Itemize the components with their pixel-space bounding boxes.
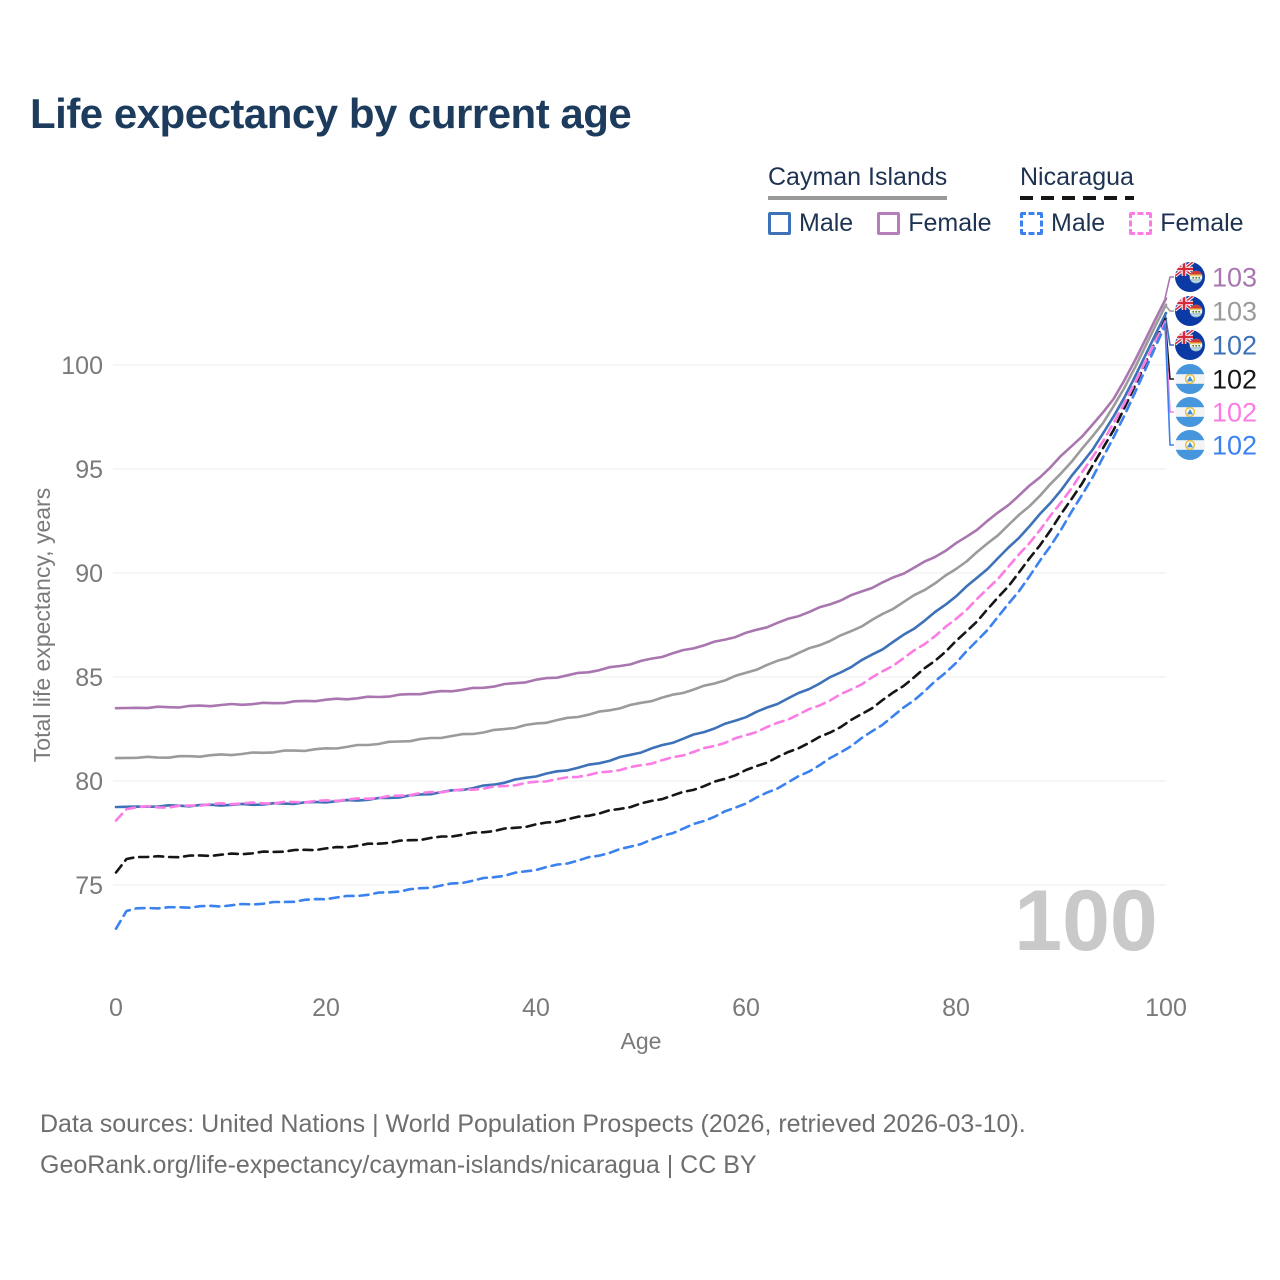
end-value-label-cayman-islands-female: 103 bbox=[1212, 263, 1257, 293]
legend-item-cayman-female[interactable]: Female bbox=[877, 209, 992, 238]
x-axis-title: Age bbox=[621, 1028, 662, 1054]
label-connector-nicaragua-male bbox=[1164, 323, 1174, 446]
data-sources-line: Data sources: United Nations | World Pop… bbox=[40, 1110, 1026, 1138]
legend-item-nicaragua-female[interactable]: Female bbox=[1129, 209, 1244, 238]
end-value-label-nicaragua-total: 102 bbox=[1212, 365, 1257, 395]
legend-swatch-nicaragua-female-icon[interactable] bbox=[1129, 212, 1153, 235]
x-tick-label: 40 bbox=[522, 994, 550, 1022]
end-value-label-nicaragua-female: 102 bbox=[1212, 398, 1257, 428]
y-tick-label: 95 bbox=[75, 456, 103, 484]
legend: Cayman Islands Male Female Nicaragua bbox=[0, 163, 1280, 243]
legend-group-header: Nicaragua bbox=[1020, 163, 1134, 200]
label-connector-cayman-islands-male bbox=[1164, 312, 1174, 346]
flag-icon-nicaragua bbox=[1175, 397, 1205, 427]
legend-item-nicaragua-male[interactable]: Male bbox=[1020, 209, 1105, 238]
legend-swatch-cayman-female-icon[interactable] bbox=[877, 212, 901, 235]
x-tick-label: 100 bbox=[1145, 994, 1187, 1022]
legend-group-label: Nicaragua bbox=[1020, 163, 1134, 191]
end-value-label-cayman-islands-male: 102 bbox=[1212, 331, 1257, 361]
legend-group-header: Cayman Islands bbox=[768, 163, 948, 200]
series-line-nicaragua-male bbox=[114, 322, 1168, 930]
series-line-cayman-islands-male bbox=[114, 311, 1168, 809]
legend-item-label: Male bbox=[799, 209, 854, 237]
end-value-label-cayman-islands-total: 103 bbox=[1212, 297, 1257, 327]
flag-icon-nicaragua bbox=[1175, 430, 1205, 460]
y-tick-label: 90 bbox=[75, 560, 103, 588]
series-lines bbox=[114, 297, 1168, 930]
series-line-cayman-islands-female bbox=[114, 297, 1168, 710]
x-tick-label: 80 bbox=[942, 994, 970, 1022]
y-tick-label: 80 bbox=[75, 768, 103, 796]
legend-group-cayman-islands: Cayman Islands Male Female bbox=[768, 163, 1016, 238]
x-tick-label: 0 bbox=[109, 994, 123, 1022]
y-axis-title: Total life expectancy, years bbox=[29, 488, 55, 762]
data-attribution: Data sources: United Nations | World Pop… bbox=[40, 1104, 1026, 1186]
legend-underline-solid bbox=[768, 196, 948, 200]
y-tick-label: 100 bbox=[61, 352, 103, 380]
label-connector-cayman-islands-female bbox=[1164, 276, 1174, 299]
gridlines: 75 80 85 90 95 100 0 20 40 60 80 100 bbox=[61, 352, 1187, 1022]
series-line-nicaragua-female bbox=[114, 319, 1168, 822]
x-tick-label: 20 bbox=[312, 994, 340, 1022]
legend-swatch-cayman-male-icon[interactable] bbox=[768, 212, 791, 235]
flag-icon-cayman bbox=[1175, 330, 1205, 360]
series-line-cayman-islands-total bbox=[114, 303, 1168, 760]
legend-item-label: Male bbox=[1051, 209, 1106, 237]
legend-item-cayman-male[interactable]: Male bbox=[768, 209, 853, 238]
flag-icon-cayman bbox=[1175, 296, 1205, 326]
legend-swatch-nicaragua-male-icon[interactable] bbox=[1020, 212, 1043, 235]
legend-group-nicaragua: Nicaragua Male Female bbox=[1020, 163, 1268, 238]
source-url-line: GeoRank.org/life-expectancy/cayman-islan… bbox=[40, 1151, 757, 1179]
y-tick-label: 85 bbox=[75, 664, 103, 692]
legend-item-label: Female bbox=[908, 209, 992, 237]
legend-group-label: Cayman Islands bbox=[768, 163, 948, 191]
series-line-nicaragua-total bbox=[114, 316, 1168, 874]
x-tick-label: 60 bbox=[732, 994, 760, 1022]
label-connector-cayman-islands-total bbox=[1164, 304, 1174, 312]
legend-underline-dashed bbox=[1020, 196, 1134, 200]
flag-icon-nicaragua bbox=[1175, 364, 1205, 394]
y-tick-label: 75 bbox=[75, 872, 103, 900]
legend-item-label: Female bbox=[1160, 209, 1244, 237]
end-value-label-nicaragua-male: 102 bbox=[1212, 431, 1257, 461]
flag-icon-cayman bbox=[1175, 262, 1205, 292]
age-watermark: 100 bbox=[1014, 873, 1158, 969]
chart-title: Life expectancy by current age bbox=[30, 90, 632, 137]
